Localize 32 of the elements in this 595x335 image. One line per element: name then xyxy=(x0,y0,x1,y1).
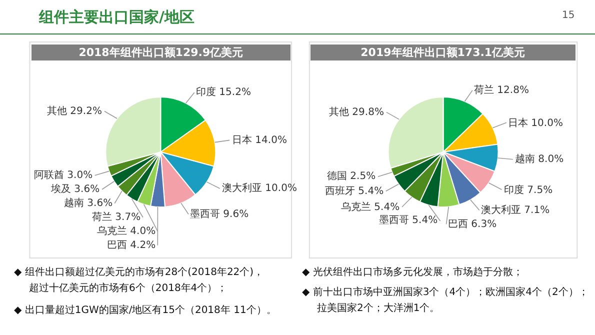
text: ◆ 光伏组件出口市场多元化发展，市场趋于分散； xyxy=(302,266,523,278)
text: ◆ 前十出口市场中亚洲国家3个（4个）；欧洲国家4个（2个）； xyxy=(302,286,588,298)
slice-label: 其他 29.2% xyxy=(47,105,102,117)
text: ◆ 组件出口额超过亿美元的市场有28个(2018年22个)， xyxy=(14,266,264,278)
slice-label: 澳大利亚 7.1% xyxy=(481,204,550,216)
slice-label: 乌克兰 4.0% xyxy=(97,225,156,237)
slice-label: 巴西 6.3% xyxy=(448,219,497,230)
chart-title: 2018年组件出口额129.9亿美元 xyxy=(78,46,244,59)
slice-label: 印度 7.5% xyxy=(504,184,553,196)
text: ◆ 出口量超过1GW的国家/地区有15个（2018年 11个）。 xyxy=(14,304,276,316)
text: 15 xyxy=(562,10,575,21)
slice-label: 阿联酋 3.0% xyxy=(34,169,93,181)
text: 超过十亿美元的市场有6个（2018年4个）； xyxy=(29,282,228,294)
text: 拉美国家2个；大洋洲1个。 xyxy=(317,302,440,314)
slice-label: 西班牙 5.4% xyxy=(325,185,384,197)
slice-label: 荷兰 3.7% xyxy=(92,211,141,223)
slice-label: 日本 10.0% xyxy=(508,117,563,129)
slice-label: 墨西哥 9.6% xyxy=(190,209,249,220)
slice-label: 乌克兰 5.4% xyxy=(341,201,400,213)
slice-label: 巴西 4.2% xyxy=(107,240,156,251)
slice-label: 墨西哥 5.4% xyxy=(379,215,438,226)
slice-label: 其他 29.8% xyxy=(329,106,384,118)
slice-label: 日本 14.0% xyxy=(232,134,287,146)
text: 组件主要出口国家/地区 xyxy=(38,8,194,26)
slice-label: 越南 8.0% xyxy=(515,153,564,165)
slice-label: 埃及 3.6% xyxy=(50,183,100,195)
slice-label: 荷兰 12.8% xyxy=(474,84,529,96)
slice-label: 印度 15.2% xyxy=(196,86,251,98)
chart-title: 2019年组件出口额173.1亿美元 xyxy=(360,46,526,59)
slice-label: 越南 3.6% xyxy=(64,197,113,209)
slice-label: 德国 2.5% xyxy=(327,171,376,182)
slice-label: 澳大利亚 10.0% xyxy=(222,182,297,194)
